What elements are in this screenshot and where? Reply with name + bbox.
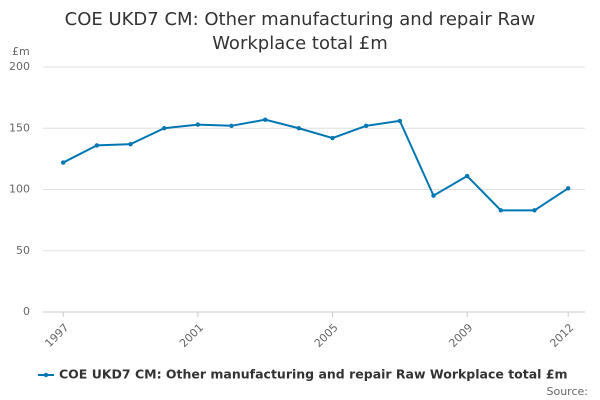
legend-marker [43, 372, 49, 378]
series-line [62, 118, 569, 212]
point [262, 117, 268, 122]
y-tick-label: 200 [9, 60, 30, 73]
point [229, 123, 234, 128]
y-tick-label: 50 [16, 244, 30, 257]
point [363, 123, 369, 128]
point [431, 193, 436, 198]
point [60, 160, 66, 165]
point [397, 118, 403, 124]
point [464, 173, 470, 179]
point [296, 126, 302, 131]
x-tick-label: 2012 [547, 321, 576, 350]
x-tick-label: 2001 [177, 321, 206, 350]
x-tick-label: 2005 [312, 321, 341, 350]
point [532, 208, 537, 213]
point [565, 186, 571, 191]
source: Source: [547, 385, 589, 398]
legend-label: COE UKD7 CM: Other manufacturing and rep… [59, 367, 568, 382]
point [161, 126, 167, 131]
point [498, 208, 504, 213]
y-tick-label: 100 [9, 183, 30, 196]
y-tick-label: 0 [23, 305, 30, 318]
chart-title: COE UKD7 CM: Other manufacturing and rep… [64, 9, 536, 54]
point [94, 143, 100, 148]
y-tick-label: 150 [9, 121, 30, 134]
point [330, 135, 335, 141]
x-tick-label: 2009 [446, 321, 475, 350]
y-unit: £m [12, 45, 30, 58]
point [128, 141, 133, 147]
point [195, 122, 201, 127]
x-tick-label: 1997 [42, 321, 71, 350]
